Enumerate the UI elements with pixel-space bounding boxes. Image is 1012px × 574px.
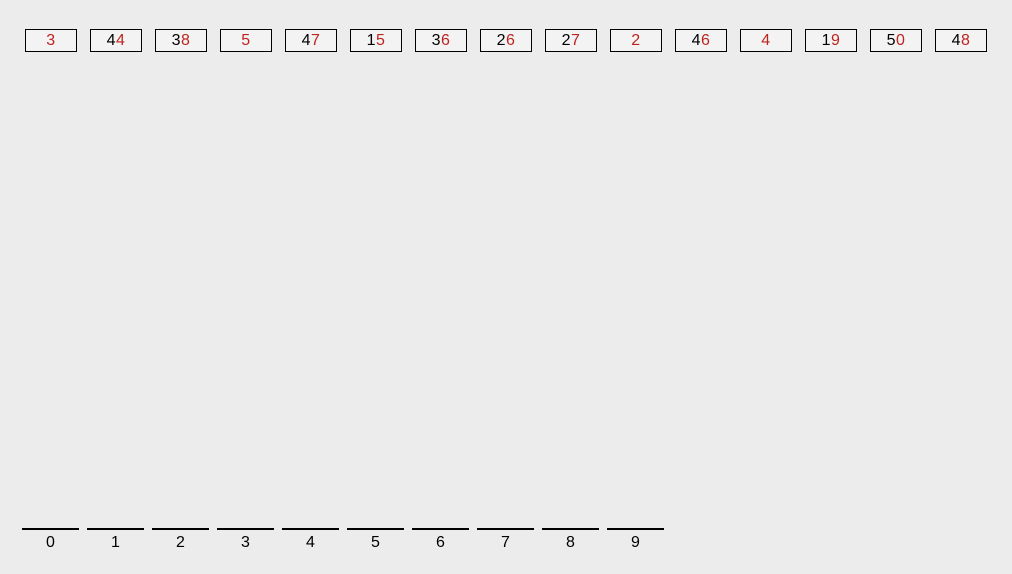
- digit-prefix: 5: [886, 32, 896, 49]
- bucket-6: 6: [412, 528, 469, 552]
- digit-prefix: 4: [301, 32, 311, 49]
- bucket-baseline: [282, 528, 339, 530]
- array-box: 3: [25, 29, 77, 52]
- digit-prefix: 3: [171, 32, 181, 49]
- bucket-label: 3: [241, 533, 250, 551]
- array-box: 5: [220, 29, 272, 52]
- bucket-baseline: [87, 528, 144, 530]
- highlighted-ones-digit: 7: [571, 32, 581, 49]
- highlighted-ones-digit: 4: [761, 32, 771, 49]
- highlighted-ones-digit: 9: [831, 32, 841, 49]
- highlighted-ones-digit: 7: [311, 32, 321, 49]
- highlighted-ones-digit: 4: [116, 32, 126, 49]
- array-box: 48: [935, 29, 987, 52]
- digit-prefix: 3: [431, 32, 441, 49]
- array-box: 27: [545, 29, 597, 52]
- bucket-3: 3: [217, 528, 274, 552]
- highlighted-ones-digit: 6: [506, 32, 516, 49]
- bucket-baseline: [607, 528, 664, 530]
- highlighted-ones-digit: 3: [46, 32, 56, 49]
- bucket-baseline: [152, 528, 209, 530]
- array-box: 19: [805, 29, 857, 52]
- highlighted-ones-digit: 8: [961, 32, 971, 49]
- bucket-label: 7: [501, 533, 510, 551]
- highlighted-ones-digit: 6: [701, 32, 711, 49]
- highlighted-ones-digit: 5: [376, 32, 386, 49]
- array-box: 15: [350, 29, 402, 52]
- highlighted-ones-digit: 8: [181, 32, 191, 49]
- bucket-2: 2: [152, 528, 209, 552]
- bucket-baseline: [412, 528, 469, 530]
- digit-prefix: 4: [106, 32, 116, 49]
- array-box: 26: [480, 29, 532, 52]
- array-box: 50: [870, 29, 922, 52]
- bucket-0: 0: [22, 528, 79, 552]
- array-box: 38: [155, 29, 207, 52]
- bucket-baseline: [477, 528, 534, 530]
- bucket-8: 8: [542, 528, 599, 552]
- array-box: 4: [740, 29, 792, 52]
- bucket-label: 2: [176, 533, 185, 551]
- array-box: 44: [90, 29, 142, 52]
- bucket-label: 4: [306, 533, 315, 551]
- highlighted-ones-digit: 2: [631, 32, 641, 49]
- digit-prefix: 2: [496, 32, 506, 49]
- array-box: 47: [285, 29, 337, 52]
- array-box: 2: [610, 29, 662, 52]
- bucket-baseline: [22, 528, 79, 530]
- bucket-4: 4: [282, 528, 339, 552]
- bucket-label: 1: [111, 533, 120, 551]
- highlighted-ones-digit: 5: [241, 32, 251, 49]
- array-box: 36: [415, 29, 467, 52]
- bucket-baseline: [347, 528, 404, 530]
- array-box: 46: [675, 29, 727, 52]
- bucket-9: 9: [607, 528, 664, 552]
- digit-prefix: 4: [951, 32, 961, 49]
- digit-prefix: 4: [691, 32, 701, 49]
- bucket-1: 1: [87, 528, 144, 552]
- bucket-label: 0: [46, 533, 55, 551]
- digit-prefix: 1: [821, 32, 831, 49]
- bucket-5: 5: [347, 528, 404, 552]
- bucket-label: 6: [436, 533, 445, 551]
- bucket-7: 7: [477, 528, 534, 552]
- bucket-label: 8: [566, 533, 575, 551]
- highlighted-ones-digit: 0: [896, 32, 906, 49]
- bucket-baseline: [542, 528, 599, 530]
- bucket-label: 5: [371, 533, 380, 551]
- digit-prefix: 2: [561, 32, 571, 49]
- bucket-label: 9: [631, 533, 640, 551]
- bucket-baseline: [217, 528, 274, 530]
- digit-prefix: 1: [366, 32, 376, 49]
- highlighted-ones-digit: 6: [441, 32, 451, 49]
